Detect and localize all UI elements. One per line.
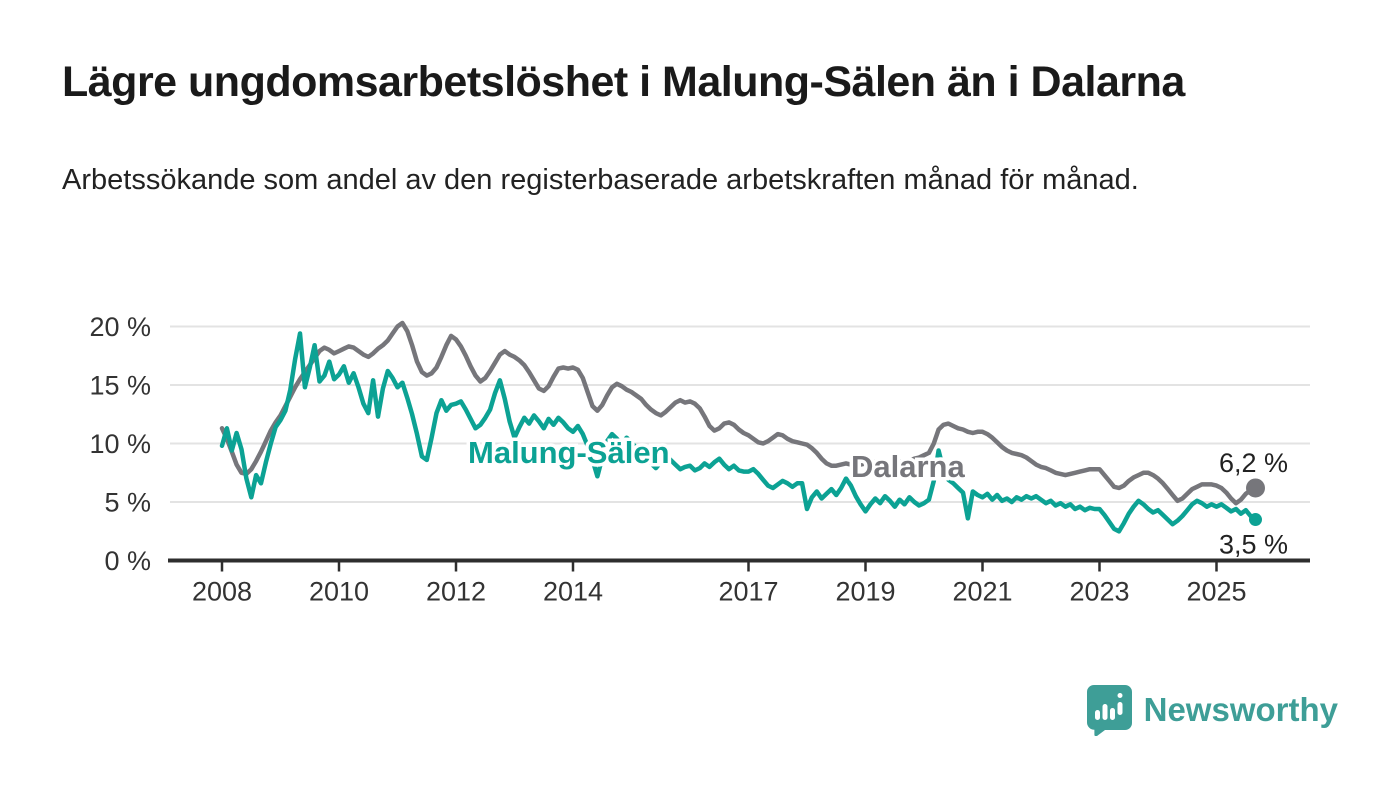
x-axis-label: 2021: [952, 577, 1012, 607]
x-axis-label: 2014: [543, 577, 603, 607]
newsworthy-logo-icon: [1086, 684, 1133, 737]
x-axis-label: 2023: [1069, 577, 1129, 607]
series-label: Malung-Sälen: [468, 435, 670, 470]
malung-s-len-line: [219, 331, 1258, 534]
y-axis-label: 0 %: [104, 546, 151, 576]
end-value-label: 3,5 %: [1219, 530, 1288, 560]
y-axis-label: 20 %: [89, 312, 151, 342]
x-axis-label: 2012: [426, 577, 486, 607]
x-axis-label: 2010: [309, 577, 369, 607]
page-subtitle: Arbetssökande som andel av den registerb…: [62, 164, 1139, 196]
x-axis-label: 2008: [192, 577, 252, 607]
page-title: Lägre ungdomsarbetslöshet i Malung-Sälen…: [62, 58, 1185, 106]
series-label: Dalarna: [851, 449, 965, 484]
newsworthy-wordmark: Newsworthy: [1143, 691, 1338, 728]
end-dot: [1246, 478, 1265, 498]
end-dot: [1249, 513, 1262, 527]
y-axis-label: 5 %: [104, 488, 151, 518]
dalarna-line: [219, 320, 1258, 506]
y-axis-label: 15 %: [89, 371, 151, 401]
line-chart: 0 % 5 % 10 % 15 % 20 % 2008 2010 2012 2014 2017 20…: [0, 300, 1400, 640]
x-axis-label: 2019: [835, 577, 895, 607]
branding-footer: Newsworthy: [1086, 684, 1338, 737]
y-axis-label: 10 %: [89, 429, 151, 459]
chart-canvas: 0 % 5 % 10 % 15 % 20 % 2008 2010 2012 2014 2017 20…: [89, 312, 1310, 607]
end-value-label: 6,2 %: [1219, 448, 1288, 478]
x-axis-label: 2025: [1186, 577, 1246, 607]
x-axis-label: 2017: [718, 577, 778, 607]
